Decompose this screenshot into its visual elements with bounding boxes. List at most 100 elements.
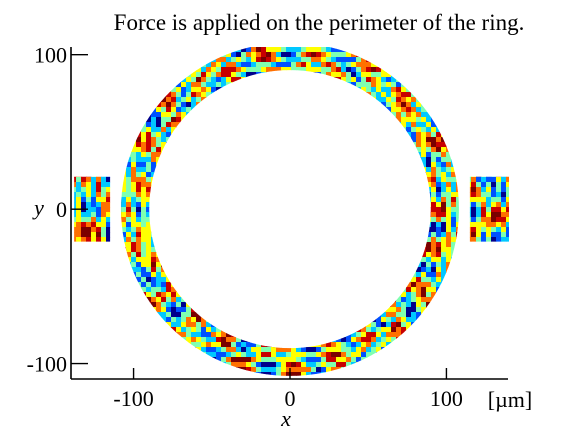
field-cell — [236, 182, 242, 188]
field-cell — [466, 257, 472, 263]
field-cell — [346, 207, 352, 213]
field-cell — [261, 162, 267, 168]
field-cell — [186, 157, 192, 163]
field-cell — [326, 202, 332, 208]
field-cell — [106, 77, 112, 83]
field-cell — [116, 137, 122, 143]
field-cell — [486, 67, 492, 73]
field-cell — [161, 92, 167, 98]
field-cell — [241, 262, 247, 268]
field-cell — [366, 97, 372, 103]
field-cell — [351, 202, 357, 208]
field-cell — [181, 312, 187, 318]
field-cell — [131, 147, 137, 153]
field-cell — [181, 87, 187, 93]
field-cell — [106, 107, 112, 113]
field-cell — [306, 102, 312, 108]
field-cell — [311, 167, 317, 173]
field-cell — [401, 297, 407, 303]
field-cell — [416, 232, 422, 238]
field-cell — [411, 192, 417, 198]
field-cell — [506, 257, 509, 263]
field-cell — [106, 92, 112, 98]
field-cell — [356, 87, 362, 93]
field-cell — [231, 227, 237, 233]
field-cell — [211, 222, 217, 228]
field-cell — [161, 277, 167, 283]
field-cell — [421, 287, 427, 293]
field-cell — [316, 52, 322, 58]
field-cell — [181, 227, 187, 233]
field-cell — [176, 157, 182, 163]
field-cell — [246, 77, 252, 83]
field-cell — [486, 242, 492, 248]
field-cell — [371, 87, 377, 93]
field-cell — [131, 87, 137, 93]
field-cell — [286, 77, 292, 83]
field-cell — [331, 297, 337, 303]
field-cell — [126, 112, 132, 118]
field-cell — [371, 142, 377, 148]
field-cell — [191, 282, 197, 288]
field-cell — [74, 72, 77, 78]
field-cell — [481, 232, 487, 238]
field-cell — [386, 237, 392, 243]
field-cell — [376, 242, 382, 248]
field-cell — [96, 127, 102, 133]
field-cell — [101, 62, 107, 68]
field-cell — [306, 72, 312, 78]
field-cell — [131, 262, 137, 268]
field-cell — [251, 167, 257, 173]
field-cell — [351, 87, 357, 93]
field-cell — [381, 217, 387, 223]
field-cell — [211, 287, 217, 293]
field-cell — [211, 62, 217, 68]
field-cell — [311, 197, 317, 203]
field-cell — [206, 222, 212, 228]
field-cell — [481, 162, 487, 168]
field-cell — [486, 177, 492, 183]
field-cell — [221, 127, 227, 133]
field-cell — [131, 142, 137, 148]
field-cell — [431, 242, 437, 248]
field-cell — [74, 252, 77, 258]
field-cell — [486, 97, 492, 103]
field-cell — [191, 207, 197, 213]
field-cell — [181, 122, 187, 128]
field-cell — [441, 92, 447, 98]
field-cell — [86, 157, 92, 163]
field-cell — [476, 77, 482, 83]
field-cell — [211, 202, 217, 208]
field-cell — [211, 147, 217, 153]
field-cell — [326, 277, 332, 283]
field-cell — [331, 137, 337, 143]
field-cell — [391, 82, 397, 88]
field-cell — [246, 327, 252, 333]
field-cell — [406, 82, 412, 88]
field-cell — [471, 252, 477, 258]
field-cell — [301, 207, 307, 213]
field-cell — [336, 77, 342, 83]
field-cell — [486, 167, 492, 173]
field-cell — [356, 122, 362, 128]
field-cell — [326, 127, 332, 133]
field-cell — [206, 302, 212, 308]
field-cell — [391, 237, 397, 243]
field-cell — [101, 187, 107, 193]
field-cell — [256, 47, 262, 53]
field-cell — [471, 232, 477, 238]
field-cell — [91, 142, 97, 148]
field-cell — [436, 317, 442, 323]
field-cell — [481, 257, 487, 263]
field-cell — [486, 247, 492, 253]
field-cell — [376, 117, 382, 123]
field-cell — [246, 152, 252, 158]
field-cell — [221, 77, 227, 83]
field-cell — [221, 252, 227, 258]
field-cell — [216, 312, 222, 318]
field-cell — [196, 242, 202, 248]
field-cell — [366, 202, 372, 208]
field-cell — [426, 272, 432, 278]
field-cell — [346, 237, 352, 243]
field-cell — [396, 252, 402, 258]
